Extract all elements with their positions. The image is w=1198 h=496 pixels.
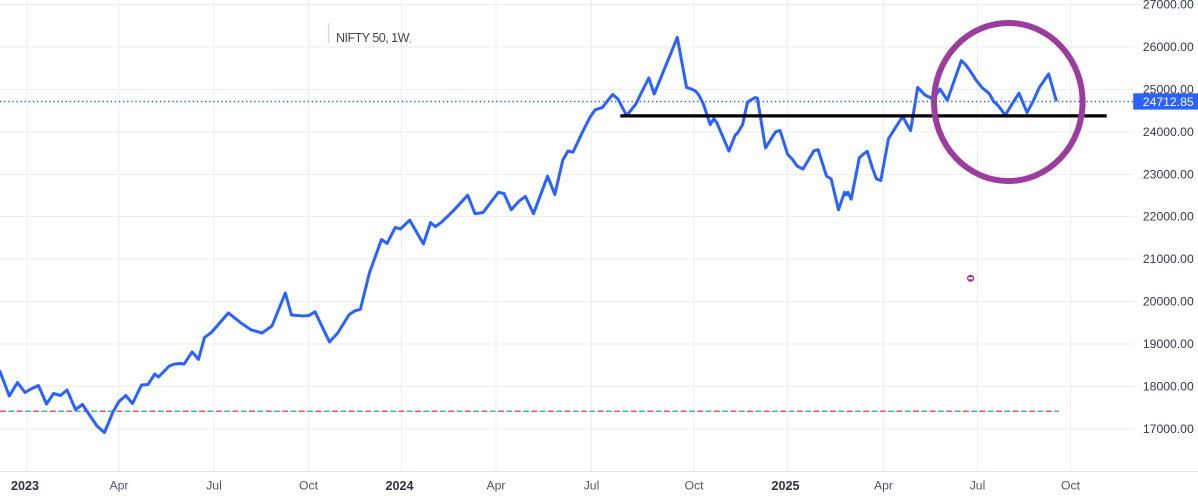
svg-text:20000.00: 20000.00 — [1143, 295, 1194, 309]
svg-text:Oct: Oct — [1061, 478, 1081, 492]
svg-text:Jul: Jul — [206, 478, 222, 492]
svg-text:NIFTY 50, 1W,: NIFTY 50, 1W, — [336, 31, 411, 45]
svg-text:Apr: Apr — [110, 478, 129, 492]
svg-text:24000.00: 24000.00 — [1143, 125, 1194, 139]
svg-text:Oct: Oct — [685, 478, 705, 492]
svg-text:21000.00: 21000.00 — [1143, 252, 1194, 266]
svg-text:26000.00: 26000.00 — [1143, 40, 1194, 54]
svg-text:2023: 2023 — [11, 479, 39, 493]
svg-text:2025: 2025 — [771, 479, 799, 493]
svg-text:Apr: Apr — [487, 478, 506, 492]
svg-text:22000.00: 22000.00 — [1143, 210, 1194, 224]
svg-text:Oct: Oct — [299, 478, 319, 492]
svg-text:Apr: Apr — [874, 478, 893, 492]
svg-text:17000.00: 17000.00 — [1143, 422, 1194, 436]
svg-text:24712.85: 24712.85 — [1143, 95, 1194, 109]
svg-text:25000.00: 25000.00 — [1143, 82, 1194, 96]
svg-text:18000.00: 18000.00 — [1143, 379, 1194, 393]
svg-text:23000.00: 23000.00 — [1143, 167, 1194, 181]
svg-text:27000.00: 27000.00 — [1143, 0, 1194, 12]
svg-text:19000.00: 19000.00 — [1143, 337, 1194, 351]
svg-text:2024: 2024 — [385, 479, 413, 493]
svg-text:Jul: Jul — [970, 478, 986, 492]
svg-text:Jul: Jul — [584, 478, 600, 492]
